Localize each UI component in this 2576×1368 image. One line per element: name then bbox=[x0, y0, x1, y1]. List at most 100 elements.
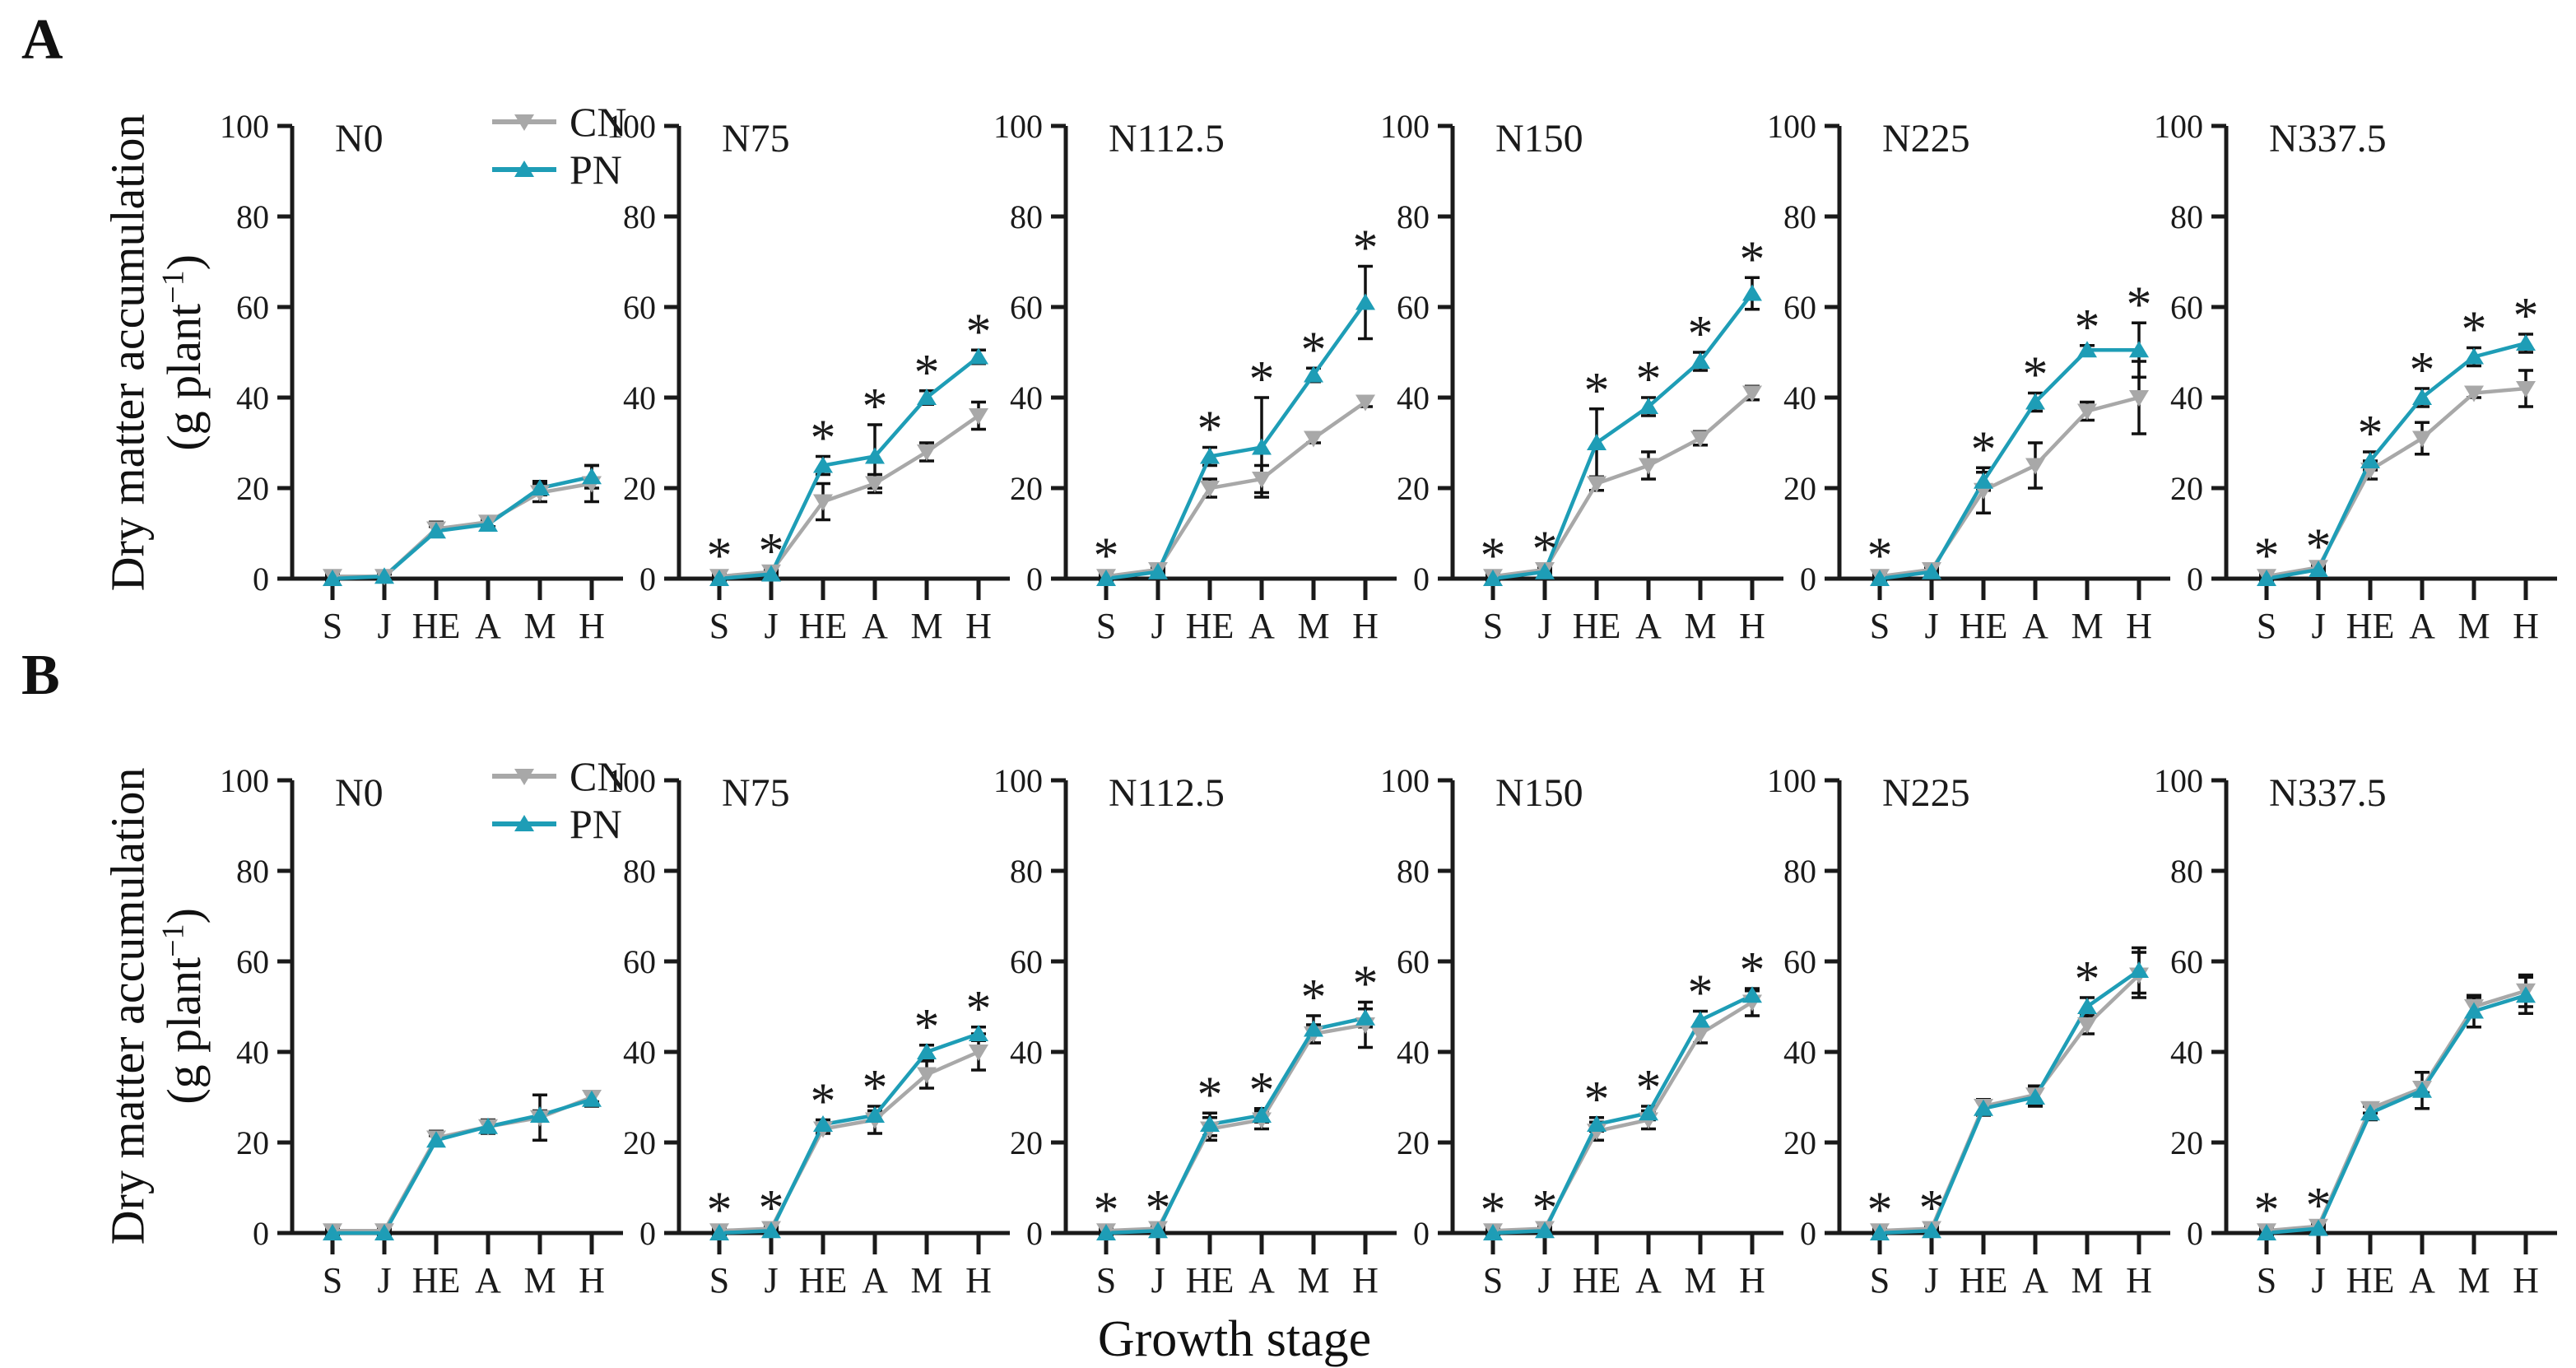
series-PN-marker bbox=[2412, 389, 2432, 405]
y-tick-label: 60 bbox=[623, 289, 656, 326]
series-CN-marker bbox=[2077, 1017, 2097, 1034]
series-PN-line bbox=[718, 1031, 979, 1235]
series-CN-marker bbox=[865, 476, 885, 493]
asterisk: * bbox=[2254, 528, 2280, 584]
error-bars bbox=[2259, 973, 2533, 1237]
significance-asterisks: * * * * * * bbox=[2254, 288, 2539, 584]
asterisk: * bbox=[759, 523, 784, 579]
x-tick-label: M bbox=[1297, 606, 1329, 646]
significance-asterisks: * * * * * bbox=[1094, 221, 1379, 584]
series-CN-marker bbox=[1252, 472, 1272, 488]
series-CN-marker bbox=[2516, 381, 2536, 398]
series-PN-marker bbox=[2412, 1081, 2432, 1098]
asterisk: * bbox=[1249, 351, 1275, 407]
series-PN-marker bbox=[2025, 393, 2045, 410]
x-tick-label: HE bbox=[799, 606, 848, 646]
y-tick-label: 80 bbox=[1783, 198, 1816, 235]
series-CN-marker bbox=[1639, 458, 1658, 475]
asterisk: * bbox=[1094, 1183, 1119, 1239]
x-tick-label: HE bbox=[1960, 1260, 2008, 1301]
series-PN-marker bbox=[1922, 1221, 1941, 1239]
x-tick-label: S bbox=[1870, 606, 1890, 646]
series-PN-marker bbox=[865, 447, 885, 464]
y-tick-label: 20 bbox=[1010, 470, 1043, 507]
series-PN-marker bbox=[1483, 1224, 1503, 1240]
significance-asterisks: * * * * * * bbox=[1094, 956, 1379, 1239]
asterisk: * bbox=[914, 345, 940, 401]
y-tick-label: 0 bbox=[1026, 1215, 1043, 1252]
x-tick-label: M bbox=[523, 1260, 556, 1301]
series-CN-line bbox=[718, 1049, 979, 1233]
asterisk: * bbox=[1481, 1183, 1506, 1239]
axes: 0 20 40 60 80 100 S J HE A M H bbox=[993, 108, 1397, 646]
x-tick-label: J bbox=[1537, 1260, 1551, 1301]
series-PN-marker bbox=[969, 347, 988, 365]
series-PN-line bbox=[1879, 348, 2139, 581]
panel-title: N112.5 bbox=[1109, 771, 1225, 815]
asterisk: * bbox=[966, 981, 992, 1037]
x-tick-label: M bbox=[523, 606, 556, 646]
x-tick-label: H bbox=[2126, 1260, 2152, 1301]
x-tick-label: A bbox=[2409, 606, 2435, 646]
panel-title: N75 bbox=[722, 117, 790, 161]
y-tick-label: 100 bbox=[993, 108, 1043, 145]
axes: 0 20 40 60 80 100 S J HE A M H bbox=[607, 762, 1010, 1301]
x-axis-label: Growth stage bbox=[1097, 1311, 1372, 1367]
axes: 0 20 40 60 80 100 S J HE A M H bbox=[220, 108, 623, 646]
asterisk: * bbox=[811, 1074, 836, 1130]
panel-A-N150: 0 20 40 60 80 100 S J HE A M H N150 * * * * * * bbox=[1380, 108, 1783, 646]
panel-B-N225: 0 20 40 60 80 100 S J HE A M H N225 * * * bbox=[1767, 762, 2170, 1301]
series-PN-marker bbox=[1148, 562, 1168, 579]
panel-title: N75 bbox=[722, 771, 790, 815]
x-tick-label: H bbox=[1739, 606, 1765, 646]
asterisk: * bbox=[2513, 288, 2539, 344]
series-PN-marker bbox=[2257, 1224, 2276, 1240]
y-tick-label: 100 bbox=[220, 108, 269, 145]
x-tick-label: A bbox=[1635, 606, 1662, 646]
y-tick-label: 40 bbox=[623, 1034, 656, 1071]
row-label-a: A bbox=[21, 8, 63, 72]
series-PN-marker bbox=[1200, 447, 1220, 464]
asterisk: * bbox=[2306, 1178, 2332, 1234]
x-tick-label: S bbox=[1483, 1260, 1503, 1301]
y-tick-label: 0 bbox=[2187, 561, 2203, 598]
significance-asterisks: * * * bbox=[1867, 952, 2100, 1239]
error-bars bbox=[1872, 946, 2146, 1237]
x-tick-label: H bbox=[1739, 1260, 1765, 1301]
series-CN-line bbox=[332, 1095, 593, 1233]
x-tick-label: A bbox=[862, 606, 888, 646]
y-tick-label: 60 bbox=[1397, 943, 1430, 980]
asterisk: * bbox=[1249, 1063, 1275, 1119]
y-tick-label: 80 bbox=[2170, 853, 2203, 890]
significance-asterisks: * * * * * * bbox=[1481, 942, 1765, 1239]
y-tick-label: 80 bbox=[1397, 853, 1430, 890]
y-tick-label: 100 bbox=[1380, 762, 1430, 799]
x-tick-label: M bbox=[1684, 606, 1716, 646]
x-tick-label: J bbox=[1924, 1260, 1938, 1301]
series-PN-marker bbox=[1355, 1008, 1375, 1026]
series-PN-marker bbox=[1974, 1099, 1993, 1116]
panel-A-N112.5: 0 20 40 60 80 100 S J HE A M H N112.5 * * * * * bbox=[993, 108, 1397, 646]
series-PN-marker bbox=[1587, 1115, 1607, 1132]
x-tick-label: M bbox=[2071, 1260, 2103, 1301]
series-PN-marker bbox=[917, 1043, 937, 1059]
y-tick-label: 100 bbox=[607, 108, 656, 145]
x-tick-label: H bbox=[579, 1260, 605, 1301]
series-CN-line bbox=[1105, 1022, 1366, 1233]
asterisk: * bbox=[1636, 351, 1662, 407]
axes: 0 20 40 60 80 100 S J HE A M H bbox=[1380, 762, 1783, 1301]
y-tick-label: 0 bbox=[639, 561, 656, 598]
x-tick-label: J bbox=[764, 606, 778, 646]
series-CN-marker bbox=[917, 444, 937, 461]
asterisk: * bbox=[863, 379, 888, 435]
panel-title: N337.5 bbox=[2269, 771, 2387, 815]
asterisk: * bbox=[1094, 528, 1119, 584]
y-tick-label: 100 bbox=[2154, 762, 2203, 799]
x-tick-label: S bbox=[1096, 1260, 1116, 1301]
series-CN-marker bbox=[813, 494, 833, 511]
asterisk: * bbox=[1919, 1180, 1945, 1236]
series-PN-line bbox=[1105, 301, 1367, 581]
y-tick-label: 100 bbox=[1380, 108, 1430, 145]
series-PN-marker bbox=[1974, 472, 1993, 489]
